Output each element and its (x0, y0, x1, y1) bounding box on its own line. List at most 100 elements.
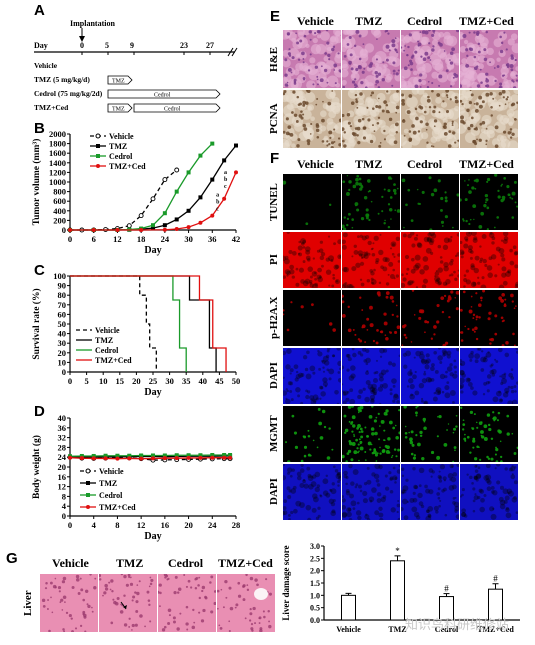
stain-dot (485, 198, 489, 202)
nucleus-dot (377, 105, 382, 109)
stain-texture (378, 281, 382, 285)
stain-texture (456, 348, 459, 352)
stain-texture (339, 367, 341, 371)
hepatocyte-nucleus (167, 608, 172, 613)
stain-dot (468, 309, 473, 314)
stain-dot (287, 460, 291, 462)
stain-dot (352, 328, 355, 331)
stain-dot (387, 225, 391, 229)
stain-texture (487, 272, 493, 278)
hepatocyte-nucleus (129, 576, 132, 579)
tissue-texture (443, 31, 451, 40)
stain-texture (412, 467, 416, 471)
stain-texture (427, 378, 433, 383)
stain-texture (479, 257, 484, 261)
stain-texture (501, 266, 507, 272)
liver-col-cedrol: Cedrol (168, 556, 204, 570)
nucleus-dot (426, 141, 429, 144)
stain-texture (418, 467, 425, 474)
hepatocyte-nucleus (84, 630, 87, 632)
tissue-texture (483, 129, 489, 135)
stain-texture (337, 371, 341, 374)
stain-dot (342, 294, 344, 298)
stain-texture (332, 354, 336, 358)
stain-texture (483, 494, 487, 498)
stain-texture (300, 279, 305, 284)
stain-texture (322, 381, 328, 387)
y-tick-label: 100 (53, 271, 66, 281)
nucleus-dot (381, 109, 385, 113)
tissue-texture (408, 107, 417, 116)
tissue-texture (316, 34, 322, 39)
stain-dot (462, 423, 466, 427)
hepatocyte-nucleus (213, 601, 216, 606)
stain-texture (482, 357, 488, 363)
stain-texture (485, 474, 492, 481)
legend-marker (96, 154, 100, 158)
stain-texture (513, 495, 517, 500)
stain-texture (378, 464, 383, 470)
y-tick-label: 90 (58, 281, 67, 291)
nucleus-dot (436, 93, 441, 97)
hepatocyte-nucleus (249, 608, 252, 611)
hepatocyte-nucleus (86, 603, 89, 606)
stain-dot (374, 431, 378, 436)
data-point (115, 456, 120, 461)
stain-texture (345, 353, 350, 358)
stain-dot (356, 447, 359, 450)
hepatocyte-nucleus (198, 596, 201, 600)
stain-texture (373, 391, 378, 396)
stain-texture (348, 517, 353, 520)
nucleus-dot (319, 78, 324, 83)
stain-texture (330, 510, 336, 517)
stain-texture (322, 490, 329, 496)
nucleus-dot (404, 45, 406, 47)
stain-dot (370, 427, 375, 431)
stain-dot (454, 297, 456, 299)
stain-texture (362, 498, 368, 504)
stain-texture (385, 369, 389, 373)
hepatocyte-nucleus (58, 590, 61, 593)
legend-label: Cedrol (109, 152, 133, 161)
stain-texture (295, 500, 302, 507)
stain-texture (348, 375, 355, 381)
stain-texture (472, 499, 476, 503)
stain-texture (287, 513, 291, 517)
legend-marker (96, 144, 100, 148)
nucleus-dot (510, 131, 512, 133)
stain-texture (415, 234, 419, 237)
stain-dot (385, 449, 390, 454)
stain-texture (382, 382, 388, 389)
fluorescence-image (401, 290, 459, 346)
stain-texture (479, 259, 483, 264)
hepatocyte-nucleus (87, 604, 91, 609)
stain-texture (321, 360, 326, 364)
nucleus-dot (290, 71, 293, 74)
stain-texture (413, 236, 418, 241)
tissue-texture (333, 125, 339, 130)
stain-texture (461, 251, 465, 255)
stain-texture (322, 377, 328, 383)
tissue-texture (469, 112, 480, 124)
stain-texture (474, 353, 481, 360)
stain-dot (383, 439, 385, 442)
stain-texture (438, 479, 443, 483)
nucleus-dot (372, 124, 374, 127)
stain-dot (384, 219, 386, 222)
hepatocyte-nucleus (128, 617, 131, 620)
nucleus-dot (295, 32, 297, 35)
stain-texture (463, 274, 467, 277)
stain-texture (472, 390, 478, 396)
histology-col-vehicle: Vehicle (297, 14, 334, 28)
stain-texture (346, 353, 351, 358)
stain-dot (411, 290, 415, 292)
histology-image (283, 30, 341, 88)
nucleus-dot (370, 94, 373, 97)
stain-texture (444, 384, 450, 391)
nucleus-dot (386, 90, 389, 93)
nucleus-dot (385, 109, 390, 114)
x-tick-label: 35 (182, 376, 191, 386)
stain-texture (438, 470, 441, 473)
stain-texture (371, 247, 374, 250)
stain-texture (342, 284, 347, 288)
